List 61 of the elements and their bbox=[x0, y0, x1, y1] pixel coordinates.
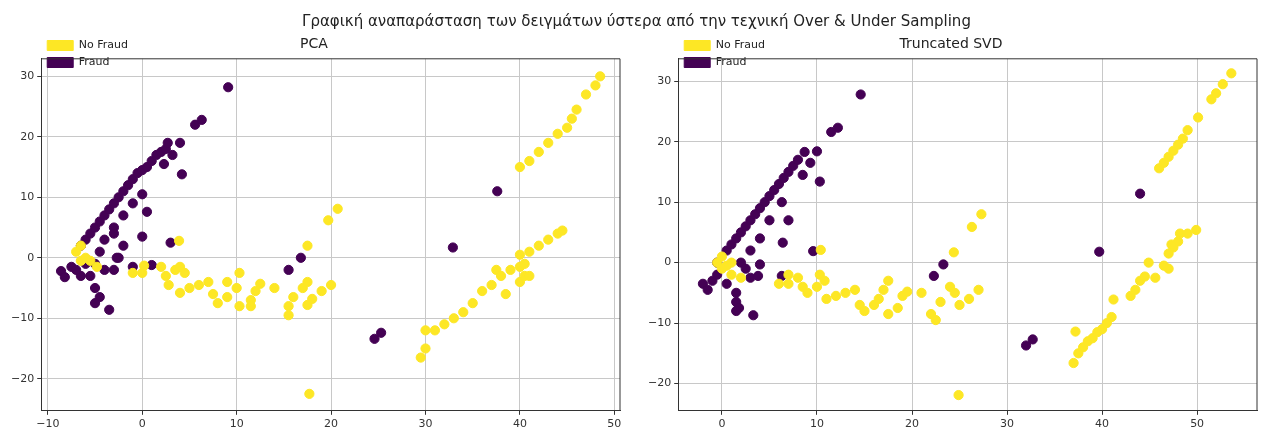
legend-label: No Fraud bbox=[715, 38, 765, 52]
point bbox=[702, 284, 713, 295]
point bbox=[764, 215, 775, 226]
point bbox=[731, 287, 742, 298]
point bbox=[814, 176, 825, 187]
y-tick-label: −20 bbox=[648, 376, 672, 390]
point bbox=[1027, 334, 1038, 345]
chart-title: PCA bbox=[300, 35, 329, 52]
y-tick-label: 10 bbox=[20, 190, 35, 204]
x-tick-label: −10 bbox=[36, 417, 60, 431]
x-tick-label: 40 bbox=[1095, 417, 1110, 431]
point bbox=[855, 89, 866, 100]
y-tick-label: 0 bbox=[664, 255, 672, 269]
x-tick-label: 30 bbox=[418, 417, 433, 431]
point bbox=[1094, 246, 1105, 257]
x-tick-label: 20 bbox=[324, 417, 339, 431]
y-tick-label: 10 bbox=[657, 195, 672, 208]
point bbox=[754, 233, 766, 244]
legend-label: No Fraud bbox=[78, 38, 128, 52]
y-tick-label: 20 bbox=[20, 129, 35, 143]
y-tick-label: 0 bbox=[27, 250, 35, 264]
chart-title: Truncated SVD bbox=[898, 35, 1003, 52]
x-tick-label: 40 bbox=[512, 417, 527, 431]
point bbox=[805, 157, 816, 168]
y-tick-label: 30 bbox=[657, 74, 672, 88]
y-tick-label: −10 bbox=[11, 311, 35, 325]
y-tick-label: 30 bbox=[20, 69, 35, 83]
y-tick-label: −20 bbox=[11, 371, 35, 385]
point bbox=[826, 126, 837, 138]
x-tick-label: 50 bbox=[607, 417, 622, 431]
x-tick-label: 0 bbox=[718, 417, 726, 431]
y-tick-label: −10 bbox=[648, 315, 672, 329]
point bbox=[726, 239, 737, 250]
x-tick-label: 10 bbox=[809, 417, 824, 431]
point bbox=[721, 278, 732, 289]
point bbox=[811, 146, 823, 157]
point bbox=[797, 169, 808, 181]
x-tick-label: 0 bbox=[138, 417, 146, 431]
point bbox=[832, 122, 843, 133]
legend-label: Fraud bbox=[715, 55, 747, 69]
point bbox=[740, 263, 751, 274]
x-tick-label: 10 bbox=[229, 417, 244, 431]
point bbox=[928, 270, 939, 282]
point bbox=[792, 154, 804, 165]
legend-label: Fraud bbox=[78, 55, 110, 69]
point bbox=[1135, 188, 1146, 199]
point bbox=[754, 259, 766, 270]
x-tick-label: 30 bbox=[1000, 417, 1015, 431]
x-tick-label: 20 bbox=[905, 417, 920, 431]
point bbox=[776, 197, 787, 208]
point bbox=[938, 259, 949, 270]
point bbox=[799, 146, 810, 158]
point bbox=[783, 215, 794, 226]
text: Γραφική αναπαράσταση των δειγμάτων ύστερα από την τεχνική Over & Under Sampling bbox=[301, 11, 972, 32]
point bbox=[752, 270, 764, 282]
point bbox=[745, 245, 756, 256]
point bbox=[748, 310, 759, 321]
y-tick-label: 20 bbox=[657, 134, 672, 148]
x-tick-label: 50 bbox=[1190, 417, 1205, 431]
point bbox=[777, 237, 788, 248]
point bbox=[1020, 340, 1032, 351]
